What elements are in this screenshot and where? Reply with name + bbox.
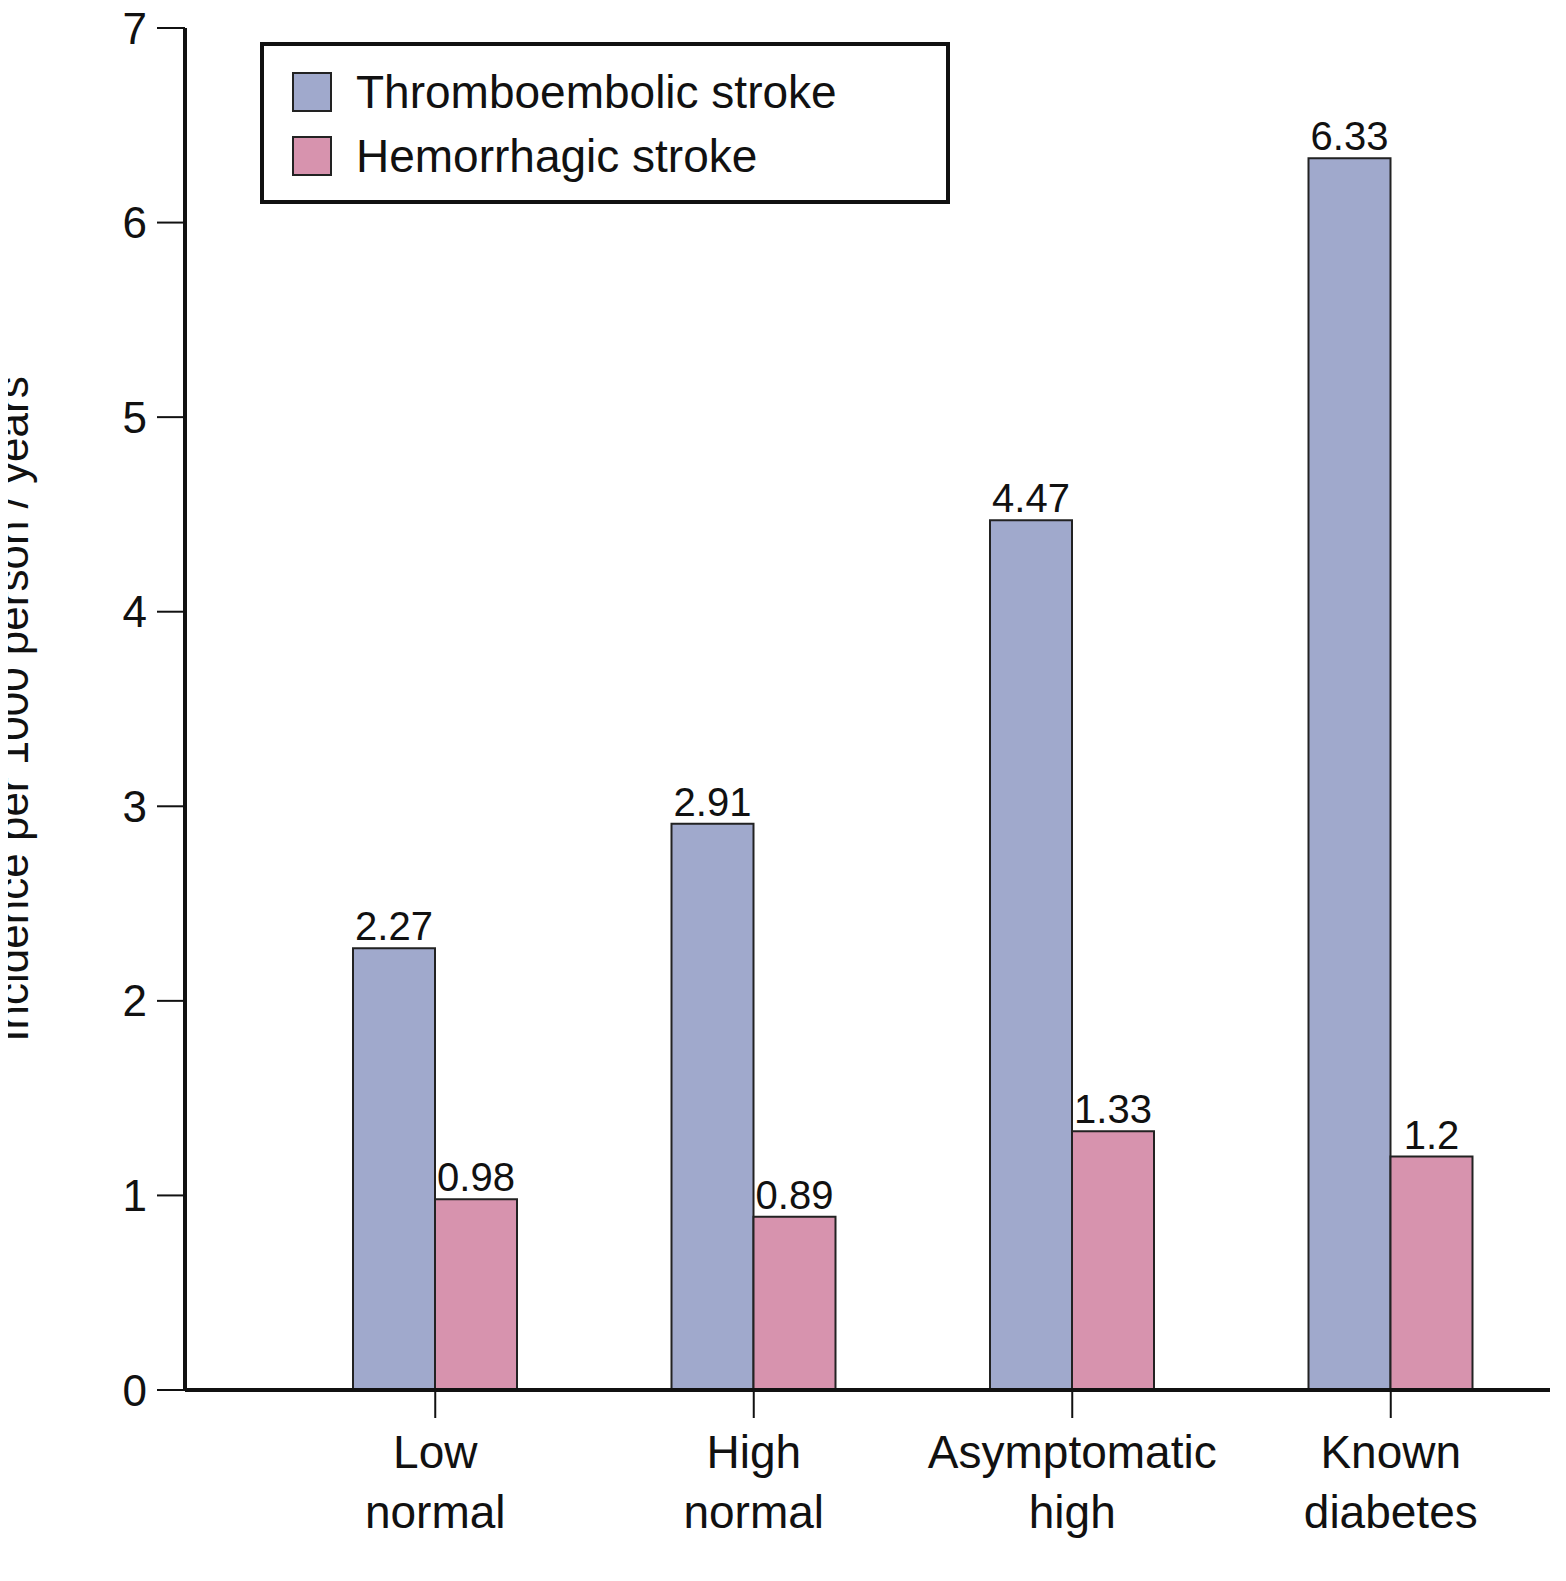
svg-text:6: 6 (123, 198, 147, 247)
html-text:Thromboembolic stroke: Thromboembolic stroke (356, 66, 837, 118)
svg-text:normal: normal (683, 1486, 824, 1538)
svg-text:6.33: 6.33 (1311, 114, 1389, 158)
svg-text:0: 0 (123, 1366, 147, 1415)
svg-text:0.98: 0.98 (437, 1155, 515, 1199)
svg-text:2.91: 2.91 (674, 780, 752, 824)
svg-text:1.2: 1.2 (1404, 1113, 1460, 1157)
svg-text:3: 3 (123, 782, 147, 831)
svg-text:1: 1 (123, 1171, 147, 1220)
html-text:Hemorrhagic stroke: Hemorrhagic stroke (356, 130, 758, 182)
svg-text:high: high (1029, 1486, 1116, 1538)
svg-text:High: High (706, 1426, 801, 1478)
svg-text:Asymptomatic: Asymptomatic (928, 1426, 1217, 1478)
svg-text:4: 4 (123, 587, 147, 636)
svg-text:7: 7 (123, 8, 147, 53)
svg-text:4.47: 4.47 (992, 476, 1070, 520)
svg-text:0.89: 0.89 (756, 1173, 834, 1217)
svg-text:Incidence per 1000 person / ye: Incidence per 1000 person / years (8, 376, 37, 1041)
svg-text:1.33: 1.33 (1074, 1087, 1152, 1131)
svg-text:Low: Low (393, 1426, 478, 1478)
svg-text:5: 5 (123, 393, 147, 442)
svg-text:normal: normal (365, 1486, 506, 1538)
svg-text:Known: Known (1320, 1426, 1461, 1478)
svg-text:2.27: 2.27 (355, 904, 433, 948)
svg-text:2: 2 (123, 976, 147, 1025)
svg-text:diabetes: diabetes (1304, 1486, 1478, 1538)
